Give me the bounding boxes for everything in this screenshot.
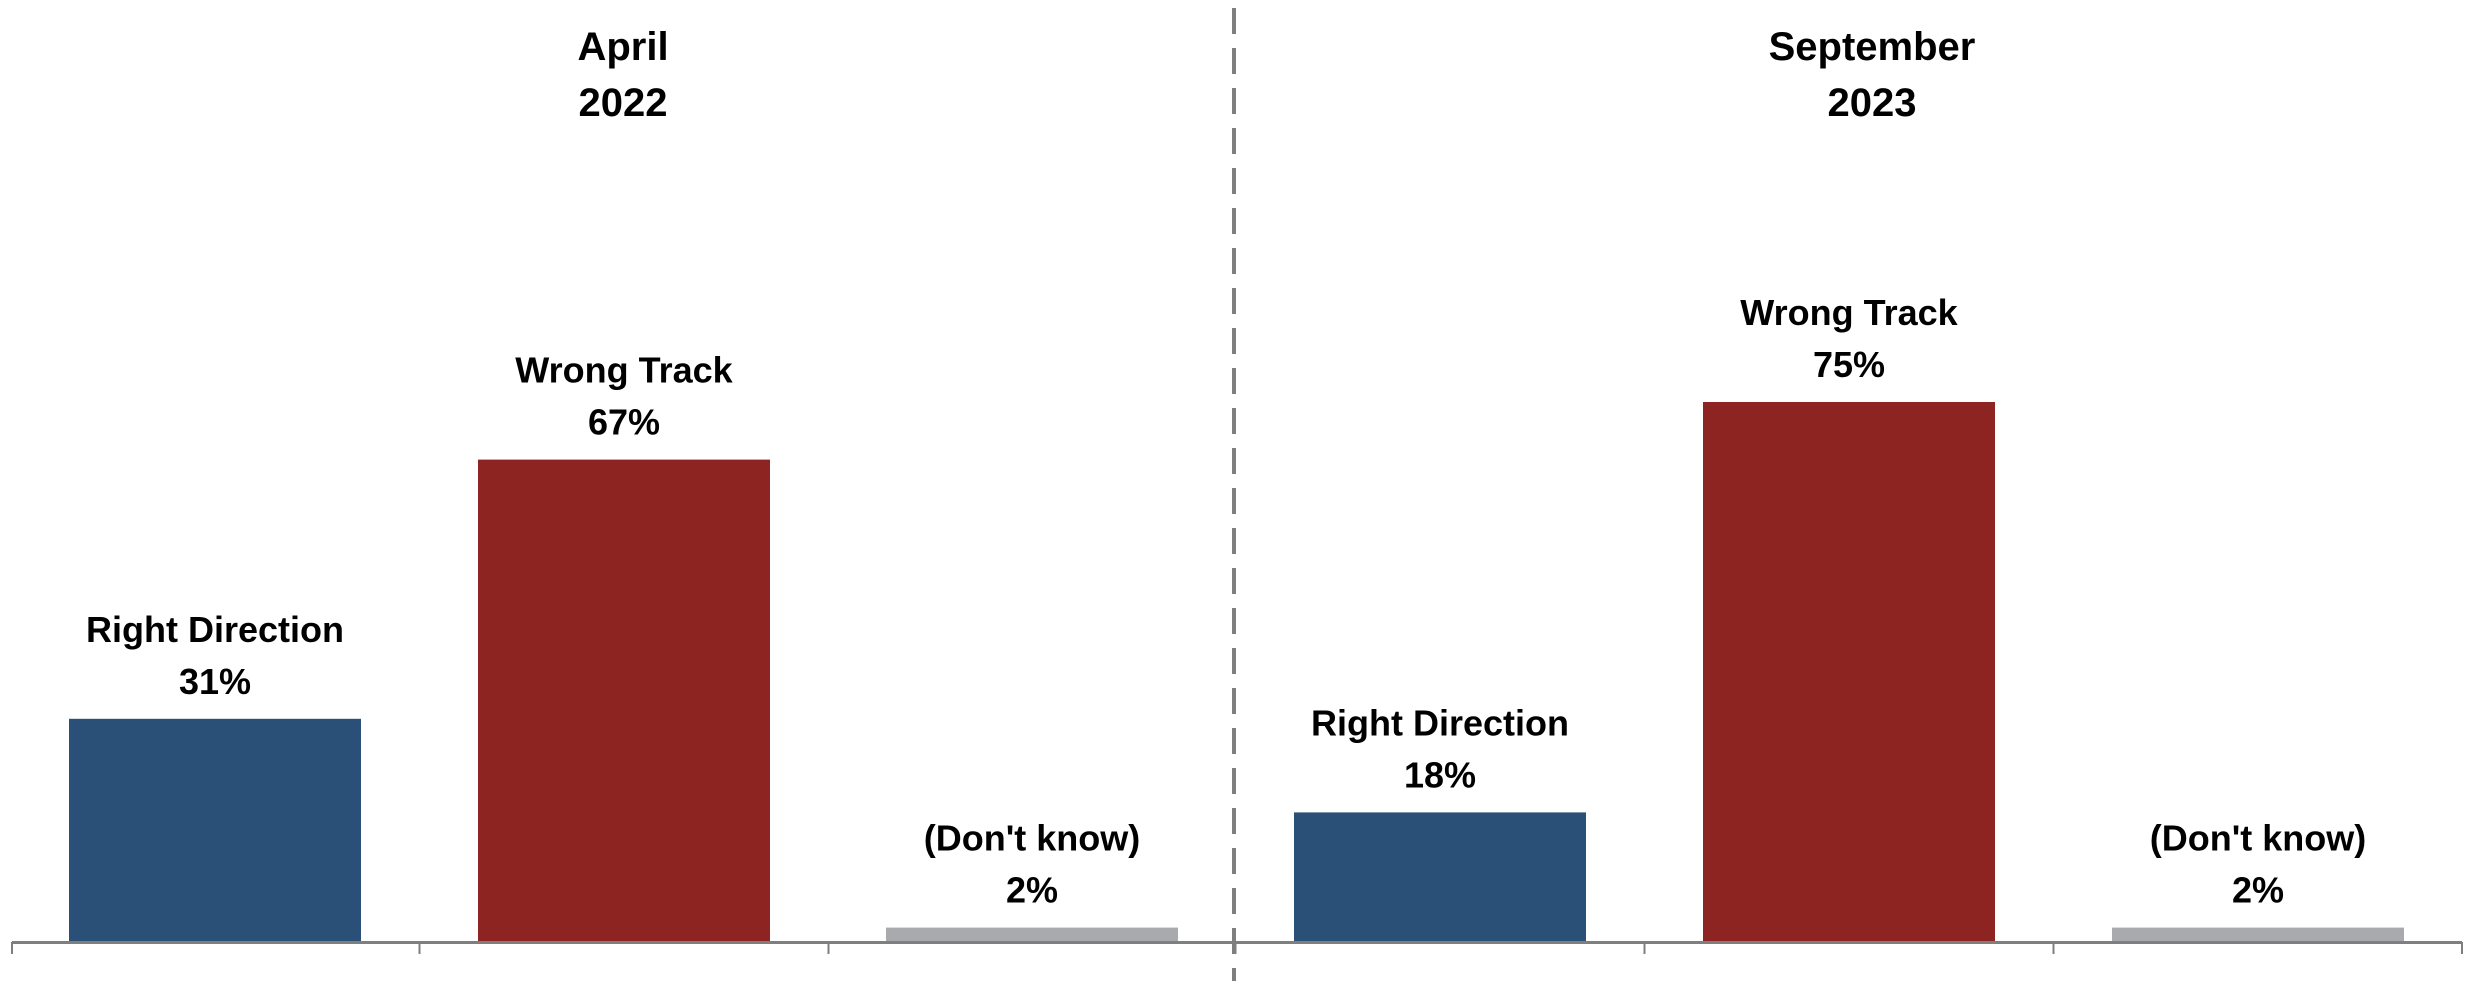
bar-right-direction xyxy=(69,718,361,942)
bar-value-label: 67% xyxy=(588,402,660,443)
bar-right-direction xyxy=(1294,812,1586,942)
bar-don-t-know xyxy=(2112,927,2404,942)
bar-category-label: (Don't know) xyxy=(924,818,1141,859)
bar-value-label: 31% xyxy=(179,661,251,702)
bar-category-label: Wrong Track xyxy=(1740,292,1958,333)
bar-category-label: Right Direction xyxy=(86,609,344,650)
bar-value-label: 2% xyxy=(1006,870,1058,911)
panel-title-line-2: 2022 xyxy=(579,81,668,125)
panel-title-line-1: September xyxy=(1769,25,1976,69)
panel-title-line-1: April xyxy=(577,25,668,69)
bar-wrong-track xyxy=(478,459,770,942)
panel-september-2023: September 2023 Right Direction 18% Wrong T… xyxy=(1294,25,2404,942)
bar-value-label: 2% xyxy=(2232,870,2284,911)
bar-value-label: 18% xyxy=(1404,754,1476,795)
panel-title-line-2: 2023 xyxy=(1828,81,1917,125)
panel-april-2022: April 2022 Right Direction 31% Wrong Track… xyxy=(69,25,1178,942)
x-axis xyxy=(11,941,2463,954)
bar-wrong-track xyxy=(1703,402,1995,942)
bar-category-label: Right Direction xyxy=(1311,702,1569,743)
bar-don-t-know xyxy=(886,927,1178,942)
bar-category-label: (Don't know) xyxy=(2150,818,2367,859)
bar-category-label: Wrong Track xyxy=(515,350,733,391)
bar-value-label: 75% xyxy=(1813,344,1885,385)
